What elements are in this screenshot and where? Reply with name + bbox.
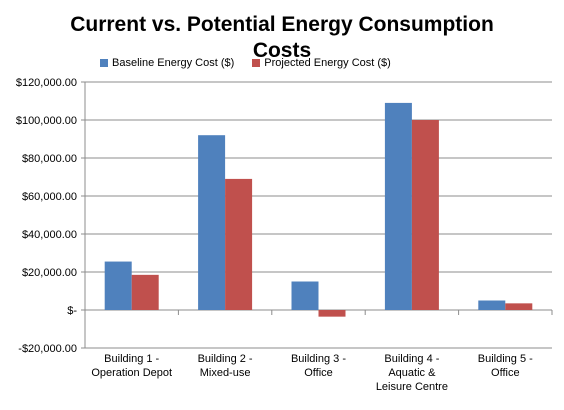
bar-projected-1 [131,274,159,310]
bar-baseline-5 [478,300,506,310]
y-tick-label: $- [67,305,77,317]
y-tick-label: $40,000.00 [22,229,77,241]
bar-baseline-3 [291,281,319,310]
y-tick-label: $120,000.00 [16,77,77,89]
bar-baseline-2 [198,135,226,310]
x-category-label: Building 4 -Aquatic & Leisure Centre [376,353,448,393]
x-category-label: Building 3 -Office [291,353,346,379]
legend-item-projected: Projected Energy Cost ($) [252,57,391,69]
bar-baseline-4 [384,102,412,311]
x-category-label: Building 1 -Operation Depot [91,353,172,379]
bar-baseline-1 [104,261,132,310]
bar-projected-3 [318,310,346,317]
y-tick-label: $20,000.00 [22,267,77,279]
y-tick-label: $60,000.00 [22,191,77,203]
x-category-label: Building 5 -Office [478,353,533,379]
bar-projected-4 [411,120,439,310]
x-category-label: Building 2 -Mixed-use [198,353,253,379]
legend-swatch-baseline [100,59,108,67]
legend-label-baseline: Baseline Energy Cost ($) [112,57,235,69]
bar-projected-2 [225,178,253,310]
y-tick-label: $80,000.00 [22,153,77,165]
chart-title: Current vs. Potential Energy Consumption… [70,13,494,62]
legend-item-baseline: Baseline Energy Cost ($) [100,57,234,69]
bar-projected-5 [505,303,533,310]
chart-legend: Baseline Energy Cost ($) Projected Energ… [100,55,409,71]
legend-swatch-projected [252,59,261,67]
legend-label-projected: Projected Energy Cost ($) [264,57,391,69]
y-tick-label: -$20,000.00 [18,343,77,355]
y-tick-label: $100,000.00 [16,115,77,127]
